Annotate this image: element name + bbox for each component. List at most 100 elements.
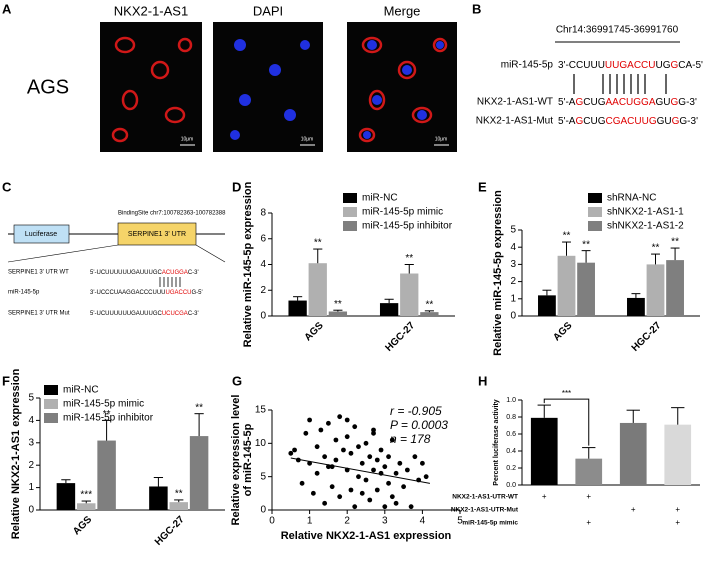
sequence-part: CUG (583, 97, 605, 108)
condition-mark: + (586, 518, 591, 527)
y-tick-label: 0 (260, 505, 266, 516)
legend-swatch (343, 221, 357, 231)
x-tick-label: AGS (303, 320, 326, 343)
point (288, 450, 294, 456)
x-tick-label: 2 (344, 516, 350, 527)
bar (619, 422, 647, 485)
point (329, 484, 335, 490)
bar (530, 417, 558, 485)
error-bar (542, 289, 552, 296)
error-bar (174, 499, 184, 503)
point (363, 440, 369, 446)
point (374, 487, 380, 493)
significance-label: ** (405, 253, 413, 264)
error-bar (101, 419, 112, 441)
row-title: AGS (27, 76, 69, 98)
y-tick-label: 5 (260, 471, 266, 482)
sequence-label: SERPINE1 3' UTR WT (8, 270, 69, 276)
point (322, 500, 328, 506)
sequence-part: G (672, 116, 680, 127)
panel-label: A (2, 1, 12, 16)
bar (77, 503, 96, 510)
y-tick-label: 0.0 (506, 482, 516, 489)
point (374, 457, 380, 463)
sequence: 5'-AGCUGCGACUUGGUGG-3' (558, 116, 698, 127)
error-bar (651, 253, 660, 265)
bar (664, 424, 692, 485)
y-tick-label: 0.2 (506, 465, 516, 472)
legend-swatch (44, 413, 58, 423)
y-tick-label: 0 (28, 505, 34, 516)
y-tick-label: 6 (260, 233, 266, 244)
legend-swatch (44, 399, 58, 409)
point (363, 477, 369, 483)
legend-label: miR-NC (63, 385, 99, 396)
panel-label: F (2, 373, 10, 388)
sequence-label: NKX2-1-AS1-Mut (476, 116, 553, 127)
blue-nuclei (230, 39, 444, 140)
sequence-part: GU (656, 97, 671, 108)
point (299, 480, 305, 486)
significance-label: ** (425, 299, 433, 310)
x-tick-label: 5 (457, 516, 463, 527)
scale-bar-label: 10μm (435, 136, 448, 142)
condition-mark: + (675, 505, 680, 514)
legend-label: miR-145-5p inhibitor (362, 221, 453, 232)
y-tick-label: 4 (260, 259, 266, 270)
y-tick-label: 3 (510, 259, 516, 270)
sequence-part: G (575, 116, 583, 127)
sequence-part: C-3' (188, 311, 199, 317)
sequence-part: UCUCGA (162, 311, 188, 317)
significance-label: *** (562, 389, 571, 398)
point (389, 494, 395, 500)
sequence-label: miR-145-5p (8, 290, 40, 296)
y-tick-label: 0 (510, 311, 516, 322)
legend-label: shRNA-NC (607, 193, 656, 204)
bar (577, 262, 595, 316)
legend-label: shNKX2-1-AS1-1 (607, 207, 684, 218)
sequence-part: G-5' (192, 290, 203, 296)
y-tick-label: 4 (28, 415, 34, 426)
condition-label: miR-145-5p mimic (462, 520, 518, 527)
legend-swatch (343, 193, 357, 203)
point (356, 474, 361, 480)
point (386, 480, 391, 486)
significance-label: ** (175, 489, 183, 500)
point (303, 430, 309, 436)
point (397, 460, 403, 466)
bar (400, 273, 419, 316)
sequence-part: G (575, 97, 583, 108)
condition-mark: + (586, 492, 591, 501)
point (382, 464, 388, 470)
error-bar (670, 247, 680, 261)
significance-label: ** (582, 239, 590, 250)
region-label: Chr14:36991745-36991760 (556, 25, 679, 36)
bar (627, 297, 645, 316)
point (314, 444, 320, 450)
bar (288, 300, 307, 316)
error-bar (626, 409, 640, 423)
sequence-part: UUGACCU (605, 60, 656, 71)
error-bar (581, 250, 591, 263)
sequence: 3'-UCCCUAAGGACCCUUUUGACCUG-5' (90, 290, 203, 296)
legend-label: miR-145-5p mimic (362, 207, 443, 218)
panel-label: E (478, 179, 487, 194)
point (393, 470, 399, 476)
point (307, 417, 312, 423)
sequence-part: UGACCU (165, 290, 191, 296)
legend-label: miR-NC (362, 193, 398, 204)
column-title: NKX2-1-AS1 (114, 3, 188, 18)
sequence-part: 5'-A (558, 116, 576, 127)
column-title: DAPI (253, 3, 283, 18)
bar (308, 263, 327, 316)
point (367, 497, 373, 503)
microscopy-images (100, 22, 457, 152)
sequence: 3'-CCUUUUUGACCUUGGCA-5' (558, 60, 703, 71)
y-tick-label: 1 (28, 482, 34, 493)
bar (169, 502, 188, 510)
y-tick-label: 0 (260, 311, 266, 322)
sequence-part: 5'-UCUUUUUUGAUUUGC (90, 270, 162, 276)
significance-label: *** (80, 490, 92, 501)
point (382, 504, 388, 510)
